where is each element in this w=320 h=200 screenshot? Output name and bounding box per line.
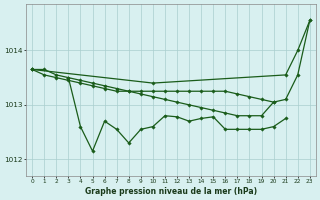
X-axis label: Graphe pression niveau de la mer (hPa): Graphe pression niveau de la mer (hPa) [85, 187, 257, 196]
